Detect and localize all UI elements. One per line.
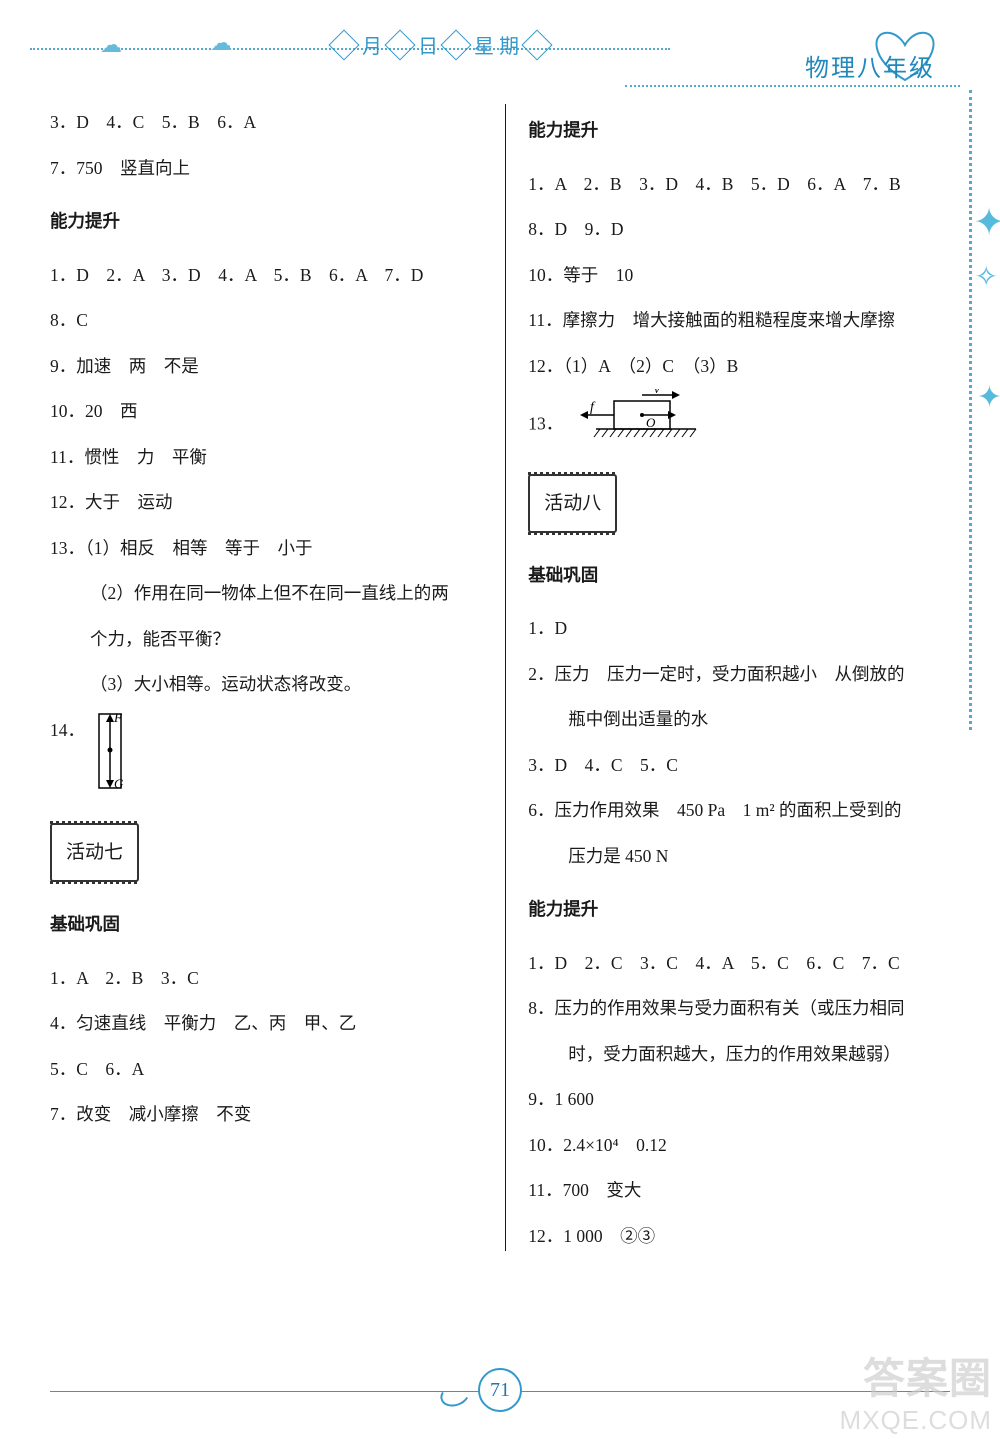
- answer-line: 14． F G: [50, 708, 487, 812]
- answer-line: 13．（1）相反 相等 等于 小于: [50, 526, 487, 572]
- subject-label: 物理八年级: [805, 48, 935, 83]
- hex-icon: [521, 29, 552, 60]
- answer-line: 压力是 450 N: [528, 834, 965, 880]
- answer-line: 8．C: [50, 298, 487, 344]
- right-column: 能力提升 1．A 2．B 3．D 4．B 5．D 6．A 7．B 8．D 9．D…: [506, 100, 965, 1259]
- svg-text:O: O: [646, 415, 656, 430]
- decor-right-dots: [969, 90, 972, 730]
- star-icon: ✦: [977, 380, 1000, 415]
- answer-line: 3．D 4．C 5．C: [528, 743, 965, 789]
- answer-line: 8．压力的作用效果与受力面积有关（或压力相同: [528, 986, 965, 1032]
- answer-line: 11．惯性 力 平衡: [50, 435, 487, 481]
- left-column: 3．D 4．C 5．B 6．A 7．750 竖直向上 能力提升 1．D 2．A …: [50, 100, 505, 1259]
- svg-text:G: G: [114, 776, 124, 791]
- weekday-label: 星 期: [474, 30, 519, 59]
- answer-line: 1．D 2．A 3．D 4．A 5．B 6．A 7．D: [50, 253, 487, 299]
- answer-line: 9．加速 两 不是: [50, 344, 487, 390]
- watermark: 答案圈 MXQE.COM: [840, 1354, 992, 1436]
- svg-text:v: v: [654, 389, 660, 396]
- answer-line: 7．改变 减小摩擦 不变: [50, 1092, 487, 1138]
- force-diagram-14: F G: [93, 708, 127, 812]
- answer-line: 8．D 9．D: [528, 207, 965, 253]
- answer-line: 5．C 6．A: [50, 1047, 487, 1093]
- hex-icon: [384, 29, 415, 60]
- answer-line: 1．D: [528, 606, 965, 652]
- cloud-icon: ☁︎: [100, 32, 122, 58]
- answer-line: （2）作用在同一物体上但不在同一直线上的两: [50, 571, 487, 617]
- answer-line: 11．摩擦力 增大接触面的粗糙程度来增大摩擦: [528, 298, 965, 344]
- item-number: 14．: [50, 720, 85, 740]
- section-title: 能力提升: [528, 887, 965, 933]
- answer-line: 1．A 2．B 3．D 4．B 5．D 6．A 7．B: [528, 162, 965, 208]
- section-title: 能力提升: [528, 108, 965, 154]
- answer-line: 13． f v O: [528, 389, 965, 462]
- answer-line: 1．A 2．B 3．C: [50, 956, 487, 1002]
- answer-line: 12．（1）A （2）C （3）B: [528, 344, 965, 390]
- cloud-icon: ☁︎: [210, 30, 232, 56]
- watermark-url: MXQE.COM: [840, 1405, 992, 1436]
- answer-line: 7．750 竖直向上: [50, 146, 487, 192]
- answer-line: 12．1 000 ②③: [528, 1214, 965, 1260]
- answer-line: 瓶中倒出适量的水: [528, 697, 965, 743]
- star-icon: ✧: [975, 260, 998, 294]
- item-number: 13．: [528, 413, 563, 433]
- answer-line: 12．大于 运动: [50, 480, 487, 526]
- section-title: 基础巩固: [528, 553, 965, 599]
- section-title: 基础巩固: [50, 902, 487, 948]
- page-number: 71: [478, 1368, 522, 1412]
- page-header: ☁︎ ☁︎ 月 日 星 期 物理八年级: [0, 0, 1000, 90]
- activity-box-8: 活动八: [528, 474, 617, 533]
- answer-line: 6．压力作用效果 450 Pa 1 m² 的面积上受到的: [528, 788, 965, 834]
- star-icon: ✦: [973, 200, 1000, 245]
- svg-text:f: f: [590, 400, 596, 415]
- force-diagram-13: f v O: [576, 389, 706, 462]
- section-title: 能力提升: [50, 199, 487, 245]
- hex-icon: [328, 29, 359, 60]
- svg-text:F: F: [113, 710, 123, 725]
- content-area: 3．D 4．C 5．B 6．A 7．750 竖直向上 能力提升 1．D 2．A …: [0, 90, 1000, 1259]
- answer-line: 10．2.4×10⁴ 0.12: [528, 1123, 965, 1169]
- answer-line: 1．D 2．C 3．C 4．A 5．C 6．C 7．C: [528, 941, 965, 987]
- answer-line: 个力，能否平衡？: [50, 617, 487, 663]
- hex-icon: [440, 29, 471, 60]
- activity-box-7: 活动七: [50, 823, 139, 882]
- date-header: 月 日 星 期: [330, 30, 551, 59]
- answer-line: 时，受力面积越大，压力的作用效果越弱）: [528, 1032, 965, 1078]
- day-label: 日: [418, 30, 438, 59]
- answer-line: 2．压力 压力一定时，受力面积越小 从倒放的: [528, 652, 965, 698]
- answer-line: （3）大小相等。运动状态将改变。: [50, 662, 487, 708]
- answer-line: 3．D 4．C 5．B 6．A: [50, 100, 487, 146]
- answer-line: 4．匀速直线 平衡力 乙、丙 甲、乙: [50, 1001, 487, 1047]
- answer-line: 9．1 600: [528, 1077, 965, 1123]
- watermark-title: 答案圈: [840, 1354, 992, 1404]
- answer-line: 10．等于 10: [528, 253, 965, 299]
- decor-dotted-line-2: [625, 85, 960, 87]
- answer-line: 10．20 西: [50, 389, 487, 435]
- month-label: 月: [362, 30, 382, 59]
- answer-line: 11．700 变大: [528, 1168, 965, 1214]
